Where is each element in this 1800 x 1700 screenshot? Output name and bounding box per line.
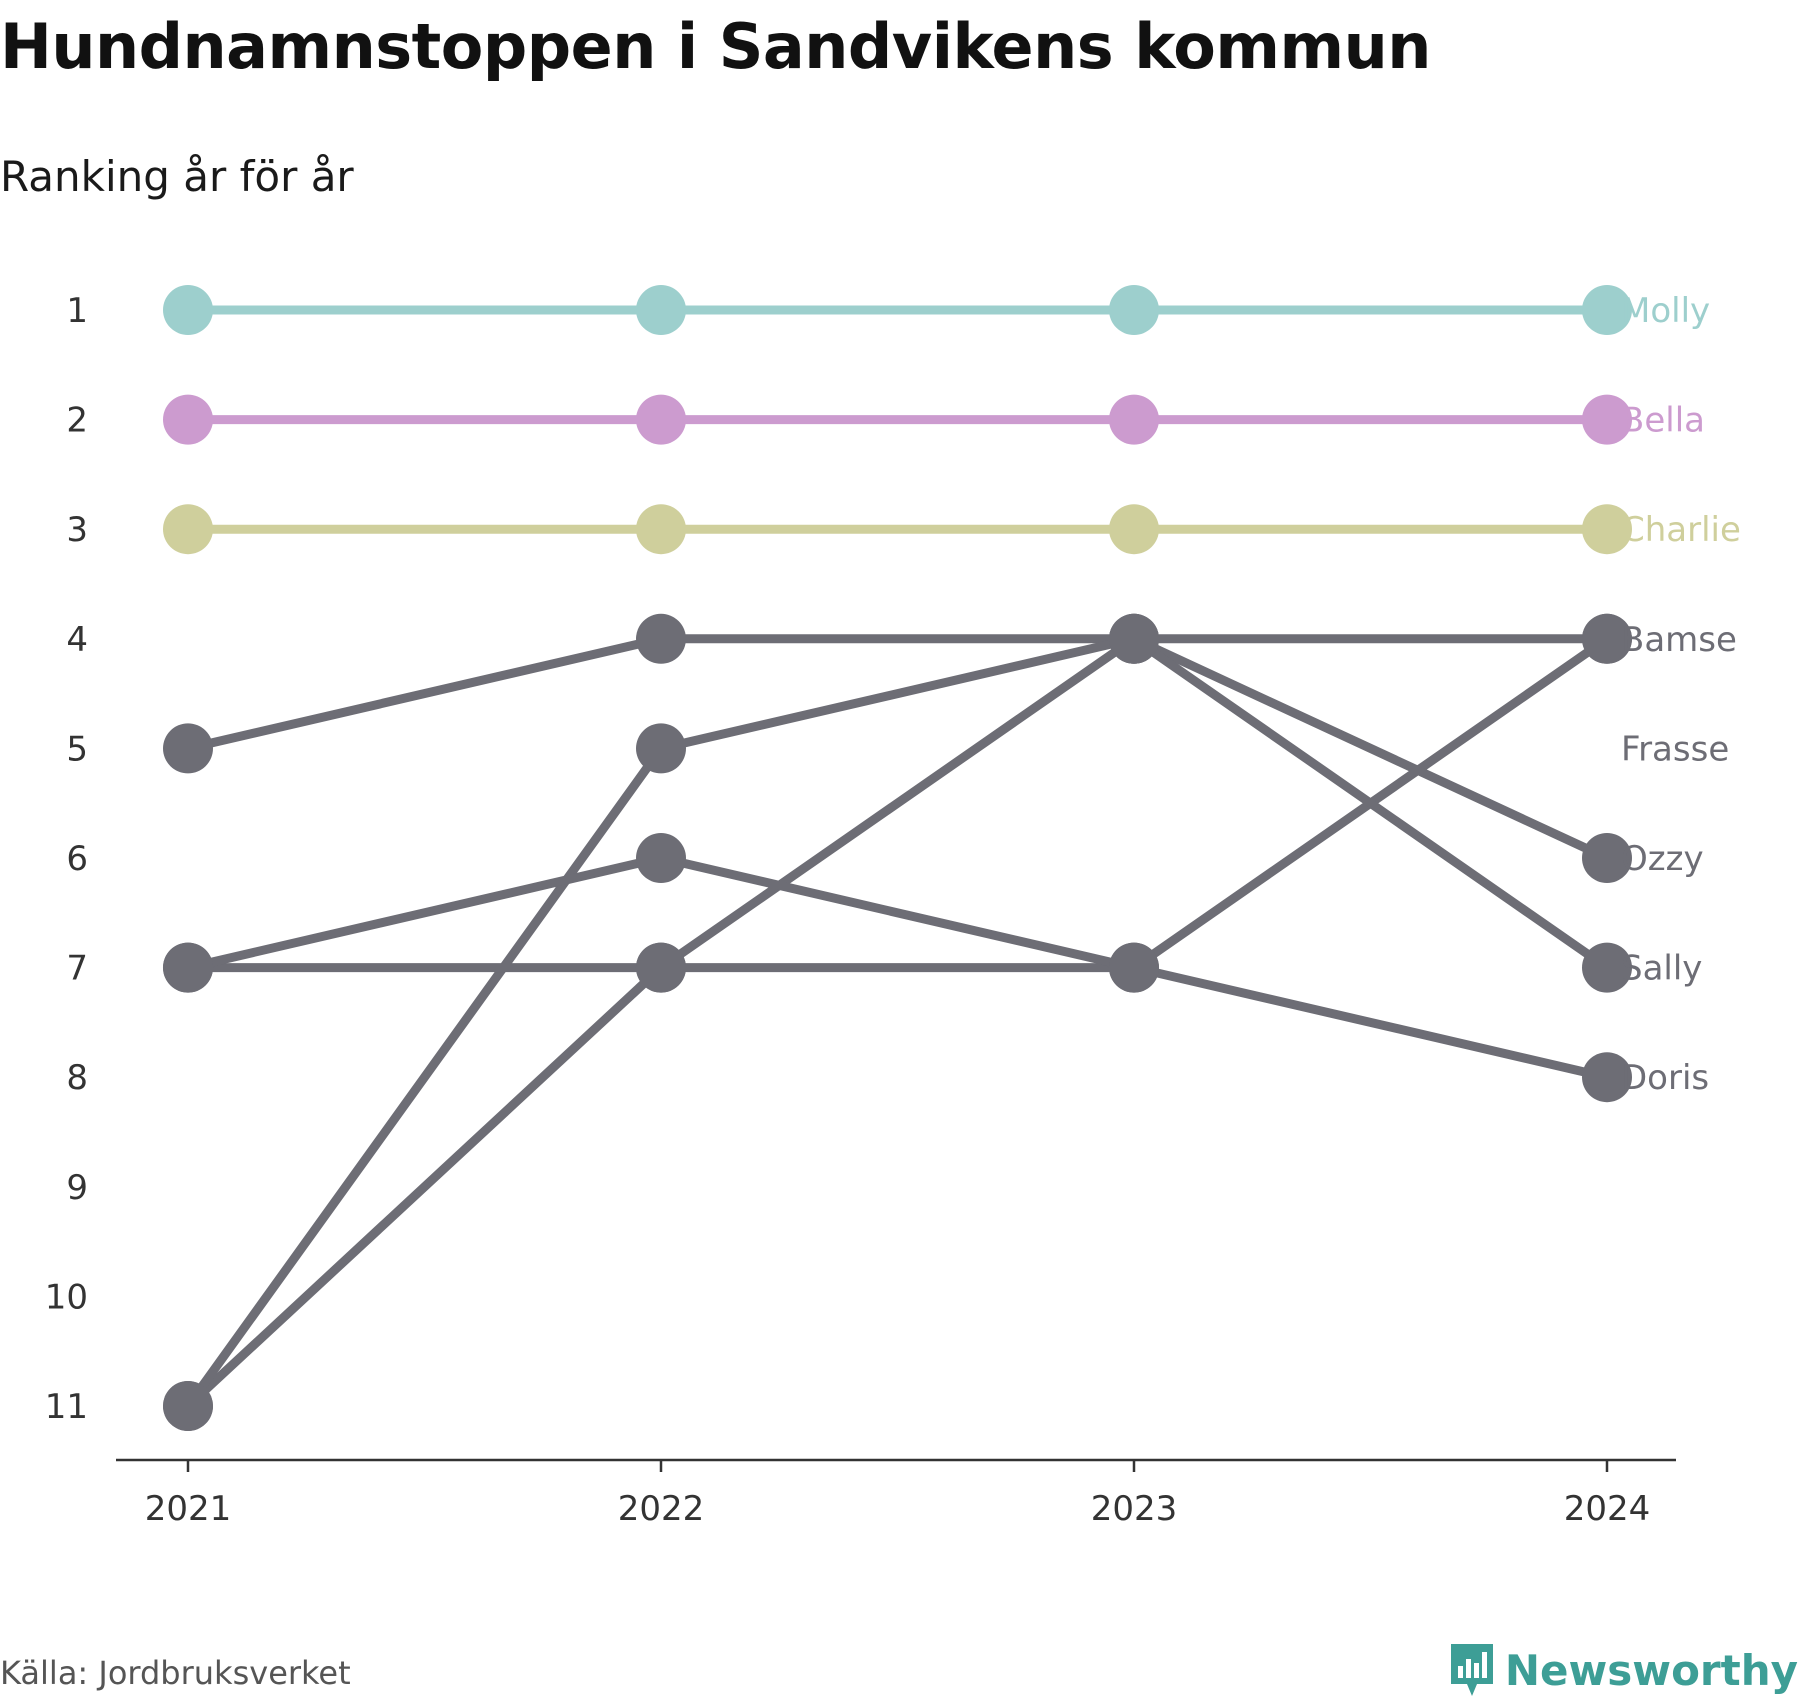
end-label-doris: Doris <box>1621 1058 1709 1098</box>
y-tick-label: 1 <box>66 291 88 331</box>
y-tick-label: 11 <box>45 1387 88 1427</box>
end-label-bella: Bella <box>1621 401 1705 441</box>
series-line-bamse <box>183 634 1612 753</box>
source-note: Källa: Jordbruksverket <box>0 1654 351 1692</box>
series-points <box>163 285 1632 1431</box>
data-point-ozzy <box>1582 833 1632 883</box>
chart-subtitle: Ranking år för år <box>0 152 354 201</box>
data-point-doris <box>636 833 686 883</box>
brand-name: Newsworthy <box>1504 1645 1798 1695</box>
y-tick-label: 4 <box>66 620 88 660</box>
data-point-bella <box>636 394 686 445</box>
data-point-molly <box>163 285 213 335</box>
data-point-sally <box>1582 942 1632 993</box>
data-point-sally <box>636 942 686 993</box>
data-point-sally <box>1109 613 1159 664</box>
end-label-bamse: Bamse <box>1621 620 1737 660</box>
data-point-doris <box>163 942 213 993</box>
data-point-charlie <box>1109 504 1159 555</box>
data-point-bamse <box>163 723 213 774</box>
x-tick-label: 2021 <box>145 1489 232 1529</box>
end-label-charlie: Charlie <box>1621 510 1741 550</box>
data-point-charlie <box>1582 504 1632 555</box>
data-point-bella <box>1109 394 1159 445</box>
data-point-charlie <box>636 504 686 555</box>
chart-title: Hundnamnstoppen i Sandvikens kommun <box>0 10 1431 83</box>
data-point-ozzy <box>163 1381 213 1431</box>
end-labels: Molly Bella Charlie Bamse Frasse Ozzy Sally Dor… <box>1621 291 1741 1098</box>
data-point-ozzy <box>636 723 686 774</box>
y-tick-label: 10 <box>45 1277 88 1317</box>
y-tick-label: 8 <box>66 1058 88 1098</box>
series-line-ozzy <box>183 634 1612 1411</box>
data-point-bella <box>163 394 213 445</box>
y-tick-label: 3 <box>66 510 88 550</box>
series-line-frasse <box>183 634 1612 1411</box>
rank-line-chart: 1 2 3 4 5 6 7 8 9 10 11 2021 2022 2023 2024 Molly Bell… <box>45 285 1741 1529</box>
end-label-sally: Sally <box>1621 949 1702 989</box>
data-point-bamse <box>636 613 686 664</box>
data-point-molly <box>1109 285 1159 335</box>
x-axis: 2021 2022 2023 2024 <box>116 1458 1676 1529</box>
series-lines <box>183 305 1612 1411</box>
data-point-molly <box>636 285 686 335</box>
x-tick-label: 2024 <box>1564 1489 1651 1529</box>
y-axis-ticks: 1 2 3 4 5 6 7 8 9 10 11 <box>45 291 88 1427</box>
data-point-frasse <box>1582 613 1632 664</box>
end-label-frasse: Frasse <box>1621 729 1729 769</box>
data-point-doris <box>1109 942 1159 993</box>
y-tick-label: 6 <box>66 839 88 879</box>
brand-logo: Newsworthy <box>1447 1640 1798 1700</box>
y-tick-label: 2 <box>66 401 88 441</box>
x-tick-label: 2023 <box>1091 1489 1178 1529</box>
y-tick-label: 9 <box>66 1168 88 1208</box>
series-line-doris <box>183 853 1612 1082</box>
bar-chart-icon <box>1450 1644 1493 1696</box>
data-point-molly <box>1582 285 1632 335</box>
x-tick-label: 2022 <box>618 1489 705 1529</box>
data-point-charlie <box>163 504 213 555</box>
data-point-doris <box>1582 1052 1632 1103</box>
end-label-molly: Molly <box>1621 291 1710 331</box>
data-point-bella <box>1582 394 1632 445</box>
y-tick-label: 7 <box>66 949 88 989</box>
end-label-ozzy: Ozzy <box>1621 839 1704 879</box>
series-line-sally <box>183 634 1612 973</box>
y-tick-label: 5 <box>66 729 88 769</box>
